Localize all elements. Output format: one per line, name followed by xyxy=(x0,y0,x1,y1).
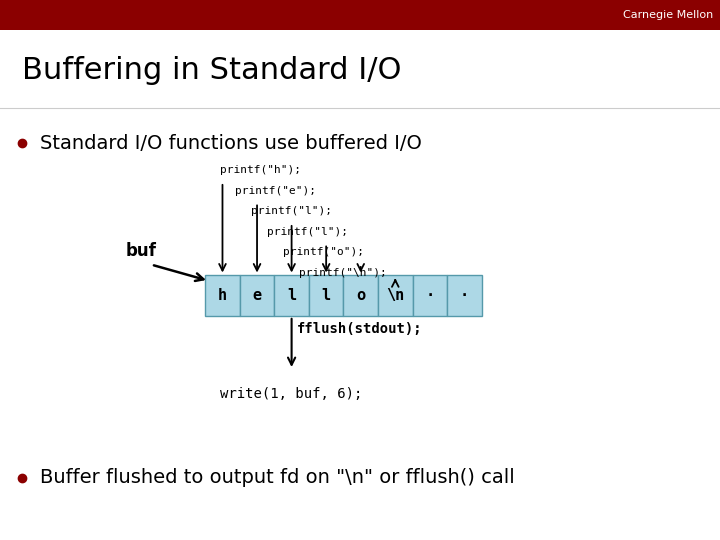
Text: buf: buf xyxy=(126,242,157,260)
Text: write(1, buf, 6);: write(1, buf, 6); xyxy=(220,387,363,401)
FancyBboxPatch shape xyxy=(343,275,378,316)
Text: fflush(stdout);: fflush(stdout); xyxy=(297,322,423,336)
FancyBboxPatch shape xyxy=(413,275,447,316)
FancyBboxPatch shape xyxy=(378,275,413,316)
Text: Buffering in Standard I/O: Buffering in Standard I/O xyxy=(22,56,401,85)
Text: e: e xyxy=(253,288,261,303)
Text: o: o xyxy=(356,288,365,303)
Text: ·: · xyxy=(460,288,469,303)
Text: \n: \n xyxy=(386,288,405,303)
Text: Standard I/O functions use buffered I/O: Standard I/O functions use buffered I/O xyxy=(40,133,421,153)
Text: l: l xyxy=(287,288,296,303)
FancyBboxPatch shape xyxy=(447,275,482,316)
FancyBboxPatch shape xyxy=(240,275,274,316)
Bar xyxy=(0,0,720,30)
Text: printf("l");: printf("l"); xyxy=(267,227,348,237)
Text: h: h xyxy=(218,288,227,303)
Text: printf("h");: printf("h"); xyxy=(220,165,301,175)
FancyBboxPatch shape xyxy=(274,275,309,316)
Text: ·: · xyxy=(426,288,434,303)
Text: printf("l");: printf("l"); xyxy=(251,206,332,216)
Text: l: l xyxy=(322,288,330,303)
Text: printf("o");: printf("o"); xyxy=(283,247,364,257)
FancyBboxPatch shape xyxy=(205,275,240,316)
Text: Buffer flushed to output fd on "\n" or fflush() call: Buffer flushed to output fd on "\n" or f… xyxy=(40,468,514,488)
Text: printf("e");: printf("e"); xyxy=(235,186,317,195)
Text: Carnegie Mellon: Carnegie Mellon xyxy=(623,10,713,20)
Text: printf("\n");: printf("\n"); xyxy=(299,268,387,278)
FancyBboxPatch shape xyxy=(309,275,343,316)
